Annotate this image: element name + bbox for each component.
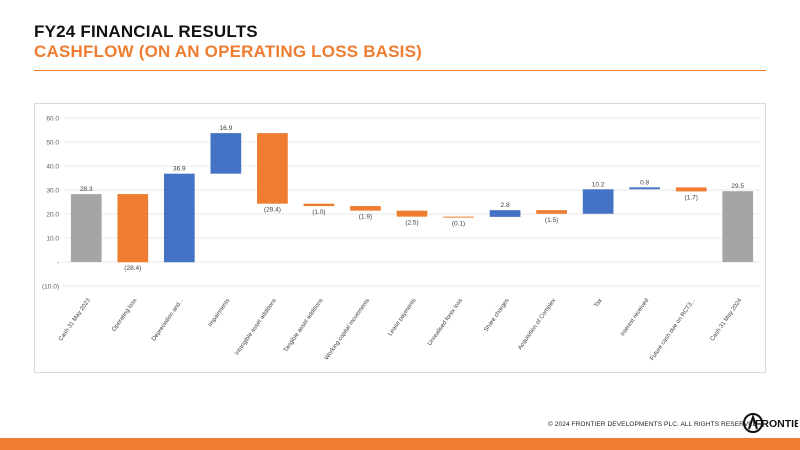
waterfall-bar bbox=[163, 173, 195, 263]
category-label: Share charges bbox=[483, 298, 510, 333]
frontier-logo: FRONTIER bbox=[743, 413, 798, 433]
category-label: Lease payments bbox=[387, 298, 417, 338]
category-label: Working capital movements bbox=[324, 298, 371, 362]
waterfall-bar bbox=[396, 210, 428, 217]
logo-text: FRONTIER bbox=[755, 418, 798, 430]
waterfall-bar bbox=[210, 133, 242, 174]
y-tick-label: - bbox=[57, 260, 59, 267]
data-label: 10.2 bbox=[592, 181, 605, 188]
data-label: 2.8 bbox=[501, 202, 510, 209]
waterfall-bar bbox=[303, 203, 335, 207]
y-tick-label: (10.0) bbox=[42, 284, 59, 291]
data-label: (2.5) bbox=[405, 220, 418, 227]
waterfall-bar bbox=[70, 194, 102, 262]
waterfall-bar bbox=[117, 194, 149, 263]
data-label: (1.9) bbox=[359, 214, 372, 221]
category-label: Impairments bbox=[208, 298, 232, 328]
waterfall-bar bbox=[536, 210, 567, 214]
slide-title: FY24 FINANCIAL RESULTS bbox=[34, 22, 258, 41]
y-tick-label: 20.0 bbox=[46, 212, 59, 219]
chart-container: (10.0) - 10.0 20.0 30.0 40.0 50.0 60.0 28.3 Cash … bbox=[34, 103, 766, 373]
category-label: Acquisition of Complex bbox=[517, 298, 557, 351]
category-label: Tax bbox=[593, 298, 603, 309]
data-label: (1.7) bbox=[685, 194, 698, 201]
y-tick-label: 40.0 bbox=[46, 164, 59, 171]
data-label: (29.4) bbox=[264, 207, 281, 214]
category-label: Unrealised forex loss bbox=[427, 298, 464, 347]
waterfall-bar bbox=[675, 187, 707, 192]
data-label: 28.3 bbox=[80, 186, 93, 193]
data-label: 29.5 bbox=[731, 183, 744, 190]
data-label: (1.0) bbox=[312, 209, 325, 216]
waterfall-bar bbox=[722, 191, 754, 262]
category-label: Future cash due on RCT3... bbox=[649, 297, 697, 361]
slide-subtitle: CASHFLOW (ON AN OPERATING LOSS BASIS) bbox=[34, 42, 423, 61]
category-label: Interest received bbox=[620, 298, 650, 338]
waterfall-bar bbox=[350, 206, 381, 211]
waterfall-bar bbox=[443, 216, 474, 218]
y-tick-label: 50.0 bbox=[46, 140, 59, 147]
y-tick-label: 60.0 bbox=[46, 116, 59, 123]
waterfall-bar bbox=[257, 133, 288, 204]
data-label: 0.8 bbox=[640, 179, 649, 186]
data-label: (1.5) bbox=[545, 217, 558, 224]
category-label: Intangible asset additions bbox=[234, 298, 278, 357]
category-label: Depreciation and... bbox=[151, 297, 185, 342]
title-divider bbox=[34, 70, 766, 71]
data-label: 16.9 bbox=[220, 125, 233, 132]
data-label: 36.9 bbox=[173, 166, 186, 173]
waterfall-bar bbox=[629, 187, 661, 190]
category-label: Operating loss bbox=[111, 298, 138, 333]
waterfall-bar bbox=[582, 189, 614, 214]
footer-accent-bar bbox=[0, 438, 800, 450]
waterfall-bar bbox=[489, 210, 521, 217]
data-label: (28.4) bbox=[124, 265, 141, 272]
y-tick-label: 30.0 bbox=[46, 188, 59, 195]
cashflow-waterfall-chart: (10.0) - 10.0 20.0 30.0 40.0 50.0 60.0 28.3 Cash … bbox=[42, 116, 761, 362]
category-label: Cash 31 May 2023 bbox=[58, 297, 92, 342]
category-label: Tangible asset additions bbox=[283, 298, 325, 354]
category-label: Cash 31 May 2024 bbox=[710, 297, 744, 342]
y-tick-label: 10.0 bbox=[46, 236, 59, 243]
data-label: (0.1) bbox=[452, 221, 465, 228]
copyright-footer: © 2024 FRONTIER DEVELOPMENTS PLC. ALL RI… bbox=[548, 421, 758, 428]
